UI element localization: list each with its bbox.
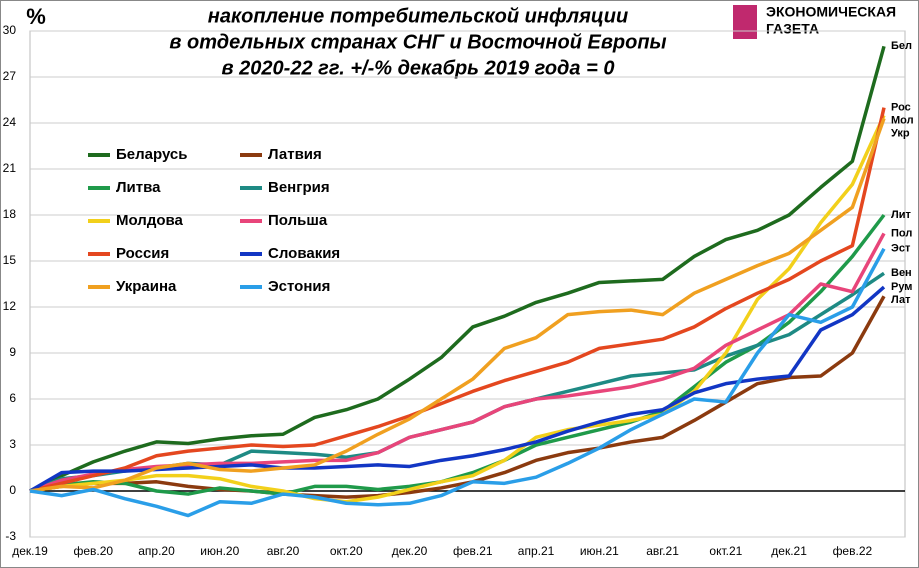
x-tick-label: фев.20 bbox=[73, 544, 113, 558]
legend-label: Латвия bbox=[268, 146, 322, 163]
x-tick-label: дек.21 bbox=[771, 544, 807, 558]
x-tick-label: окт.21 bbox=[709, 544, 742, 558]
y-tick-label: 6 bbox=[9, 391, 16, 405]
end-label: Рос bbox=[891, 102, 911, 114]
x-tick-label: июн.20 bbox=[200, 544, 239, 558]
end-label: Бел bbox=[891, 40, 912, 52]
legend-label: Молдова bbox=[116, 212, 184, 229]
legend-label: Польша bbox=[268, 212, 328, 229]
x-tick-label: окт.20 bbox=[330, 544, 363, 558]
x-tick-label: апр.21 bbox=[518, 544, 555, 558]
x-tick-label: апр.20 bbox=[138, 544, 175, 558]
x-tick-label: июн.21 bbox=[580, 544, 619, 558]
chart-title: в отдельных странах СНГ и Восточной Евро… bbox=[169, 31, 666, 53]
y-tick-label: -3 bbox=[5, 529, 16, 543]
x-tick-label: дек.20 bbox=[392, 544, 428, 558]
y-tick-label: 24 bbox=[3, 115, 17, 129]
series-line bbox=[29, 295, 886, 499]
y-tick-label: 21 bbox=[3, 161, 17, 175]
end-label: Мол bbox=[891, 115, 914, 127]
y-tick-label: 3 bbox=[9, 437, 16, 451]
x-tick-label: фев.21 bbox=[453, 544, 493, 558]
legend-label: Украина bbox=[116, 278, 177, 295]
end-label: Укр bbox=[891, 128, 910, 140]
logo-icon bbox=[733, 5, 757, 39]
series-line bbox=[29, 285, 886, 493]
y-tick-label: 18 bbox=[3, 207, 17, 221]
y-tick-label: 27 bbox=[3, 69, 17, 83]
y-tick-label: 0 bbox=[9, 483, 16, 497]
y-tick-label: 9 bbox=[9, 345, 16, 359]
x-tick-label: авг.21 bbox=[646, 544, 679, 558]
legend-label: Словакия bbox=[268, 245, 340, 262]
series-line bbox=[29, 107, 886, 493]
end-label: Вен bbox=[891, 267, 912, 279]
y-tick-label: 12 bbox=[3, 299, 17, 313]
x-tick-label: авг.20 bbox=[267, 544, 300, 558]
series-line bbox=[29, 45, 886, 493]
end-label: Лат bbox=[891, 294, 911, 306]
end-label: Пол bbox=[891, 227, 912, 239]
logo: ЭКОНОМИЧЕСКАЯ bbox=[766, 4, 896, 20]
legend-label: Эстония bbox=[268, 278, 330, 295]
y-tick-label: 30 bbox=[3, 23, 17, 37]
legend-label: Беларусь bbox=[116, 146, 188, 163]
logo: ГАЗЕТА bbox=[766, 21, 819, 37]
end-label: Эст bbox=[891, 243, 911, 255]
y-label: % bbox=[26, 4, 46, 29]
x-tick-label: фев.22 bbox=[833, 544, 873, 558]
x-tick-label: дек.19 bbox=[12, 544, 48, 558]
series-line bbox=[29, 117, 886, 493]
series-line bbox=[29, 114, 886, 504]
legend-label: Венгрия bbox=[268, 179, 330, 196]
legend-label: Россия bbox=[116, 245, 169, 262]
y-tick-label: 15 bbox=[3, 253, 17, 267]
end-label: Рум bbox=[891, 281, 912, 293]
end-label: Лит bbox=[891, 209, 911, 221]
chart-title: в 2020-22 гг. +/-% декабрь 2019 года = 0 bbox=[222, 57, 615, 79]
series-line bbox=[29, 247, 886, 518]
chart-title: накопление потребительской инфляции bbox=[208, 5, 628, 27]
legend-label: Литва bbox=[116, 179, 161, 196]
